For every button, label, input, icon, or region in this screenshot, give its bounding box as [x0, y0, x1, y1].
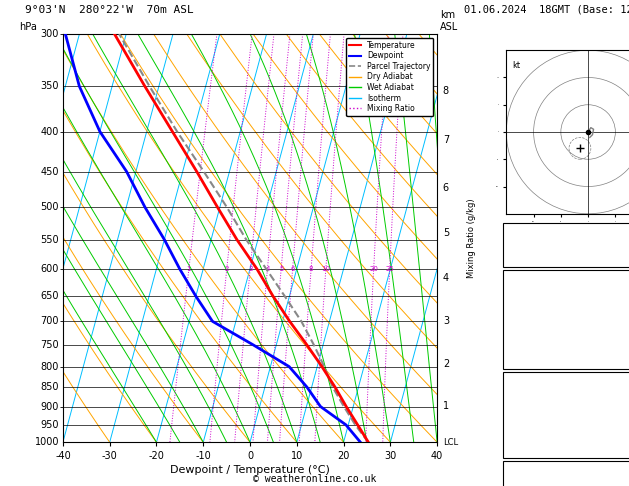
Text: 750: 750: [40, 340, 59, 350]
Text: EH: EH: [508, 478, 520, 486]
Text: 5: 5: [279, 266, 283, 272]
Text: CAPE (J): CAPE (J): [508, 431, 555, 441]
Text: K: K: [508, 226, 514, 237]
Text: Totals Totals: Totals Totals: [508, 240, 584, 250]
Text: km
ASL: km ASL: [440, 10, 459, 32]
Text: Temp (°C): Temp (°C): [508, 288, 561, 298]
Text: 20: 20: [369, 266, 378, 272]
Text: 7: 7: [443, 135, 449, 145]
Text: 850: 850: [41, 382, 59, 392]
Text: 6: 6: [291, 266, 295, 272]
Text: 950: 950: [41, 420, 59, 430]
Text: 600: 600: [41, 264, 59, 274]
Text: 01.06.2024  18GMT (Base: 12): 01.06.2024 18GMT (Base: 12): [464, 4, 629, 15]
Text: 300: 300: [41, 29, 59, 39]
Text: Lifted Index: Lifted Index: [508, 329, 579, 339]
Text: 500: 500: [41, 202, 59, 212]
Text: 650: 650: [41, 291, 59, 301]
Text: 350: 350: [41, 81, 59, 91]
Text: 1000: 1000: [35, 437, 59, 447]
Text: 2: 2: [443, 360, 449, 369]
Text: Surface: Surface: [569, 274, 610, 284]
Text: Hodograph: Hodograph: [563, 465, 616, 475]
Text: © weatheronline.co.uk: © weatheronline.co.uk: [253, 473, 376, 484]
Text: 8: 8: [309, 266, 313, 272]
Text: 25: 25: [386, 266, 394, 272]
Text: Dewp (°C): Dewp (°C): [508, 301, 561, 312]
Text: 800: 800: [41, 362, 59, 372]
Text: CIN (J): CIN (J): [508, 356, 549, 366]
Text: 3: 3: [443, 316, 449, 326]
Text: 2: 2: [225, 266, 229, 272]
Text: CAPE (J): CAPE (J): [508, 342, 555, 352]
Text: 10: 10: [321, 266, 330, 272]
X-axis label: Dewpoint / Temperature (°C): Dewpoint / Temperature (°C): [170, 466, 330, 475]
Text: 400: 400: [41, 126, 59, 137]
Text: hPa: hPa: [19, 21, 36, 32]
Text: 1: 1: [187, 266, 191, 272]
Text: LCL: LCL: [443, 438, 458, 447]
Text: 4: 4: [265, 266, 270, 272]
Text: 6: 6: [443, 183, 449, 192]
Text: Pressure (mb): Pressure (mb): [508, 390, 584, 400]
Text: Most Unstable: Most Unstable: [552, 376, 628, 386]
Text: 450: 450: [41, 167, 59, 176]
Text: Mixing Ratio (g/kg): Mixing Ratio (g/kg): [467, 198, 476, 278]
Text: 900: 900: [41, 401, 59, 412]
Text: 8: 8: [443, 86, 449, 96]
Text: kt: kt: [512, 61, 520, 70]
Text: 700: 700: [41, 316, 59, 326]
Text: 3: 3: [248, 266, 252, 272]
Text: 550: 550: [40, 235, 59, 244]
Text: Lifted Index: Lifted Index: [508, 417, 579, 427]
Text: 4: 4: [443, 273, 449, 283]
Text: CIN (J): CIN (J): [508, 444, 549, 454]
Legend: Temperature, Dewpoint, Parcel Trajectory, Dry Adiabat, Wet Adiabat, Isotherm, Mi: Temperature, Dewpoint, Parcel Trajectory…: [346, 38, 433, 116]
Text: θᴄ (K): θᴄ (K): [508, 403, 543, 414]
Text: 9°03'N  280°22'W  70m ASL: 9°03'N 280°22'W 70m ASL: [25, 4, 194, 15]
Text: 5: 5: [443, 228, 449, 238]
Text: θᴄ(K): θᴄ(K): [508, 315, 538, 325]
Text: PW (cm): PW (cm): [508, 254, 549, 264]
Text: 1: 1: [443, 401, 449, 411]
